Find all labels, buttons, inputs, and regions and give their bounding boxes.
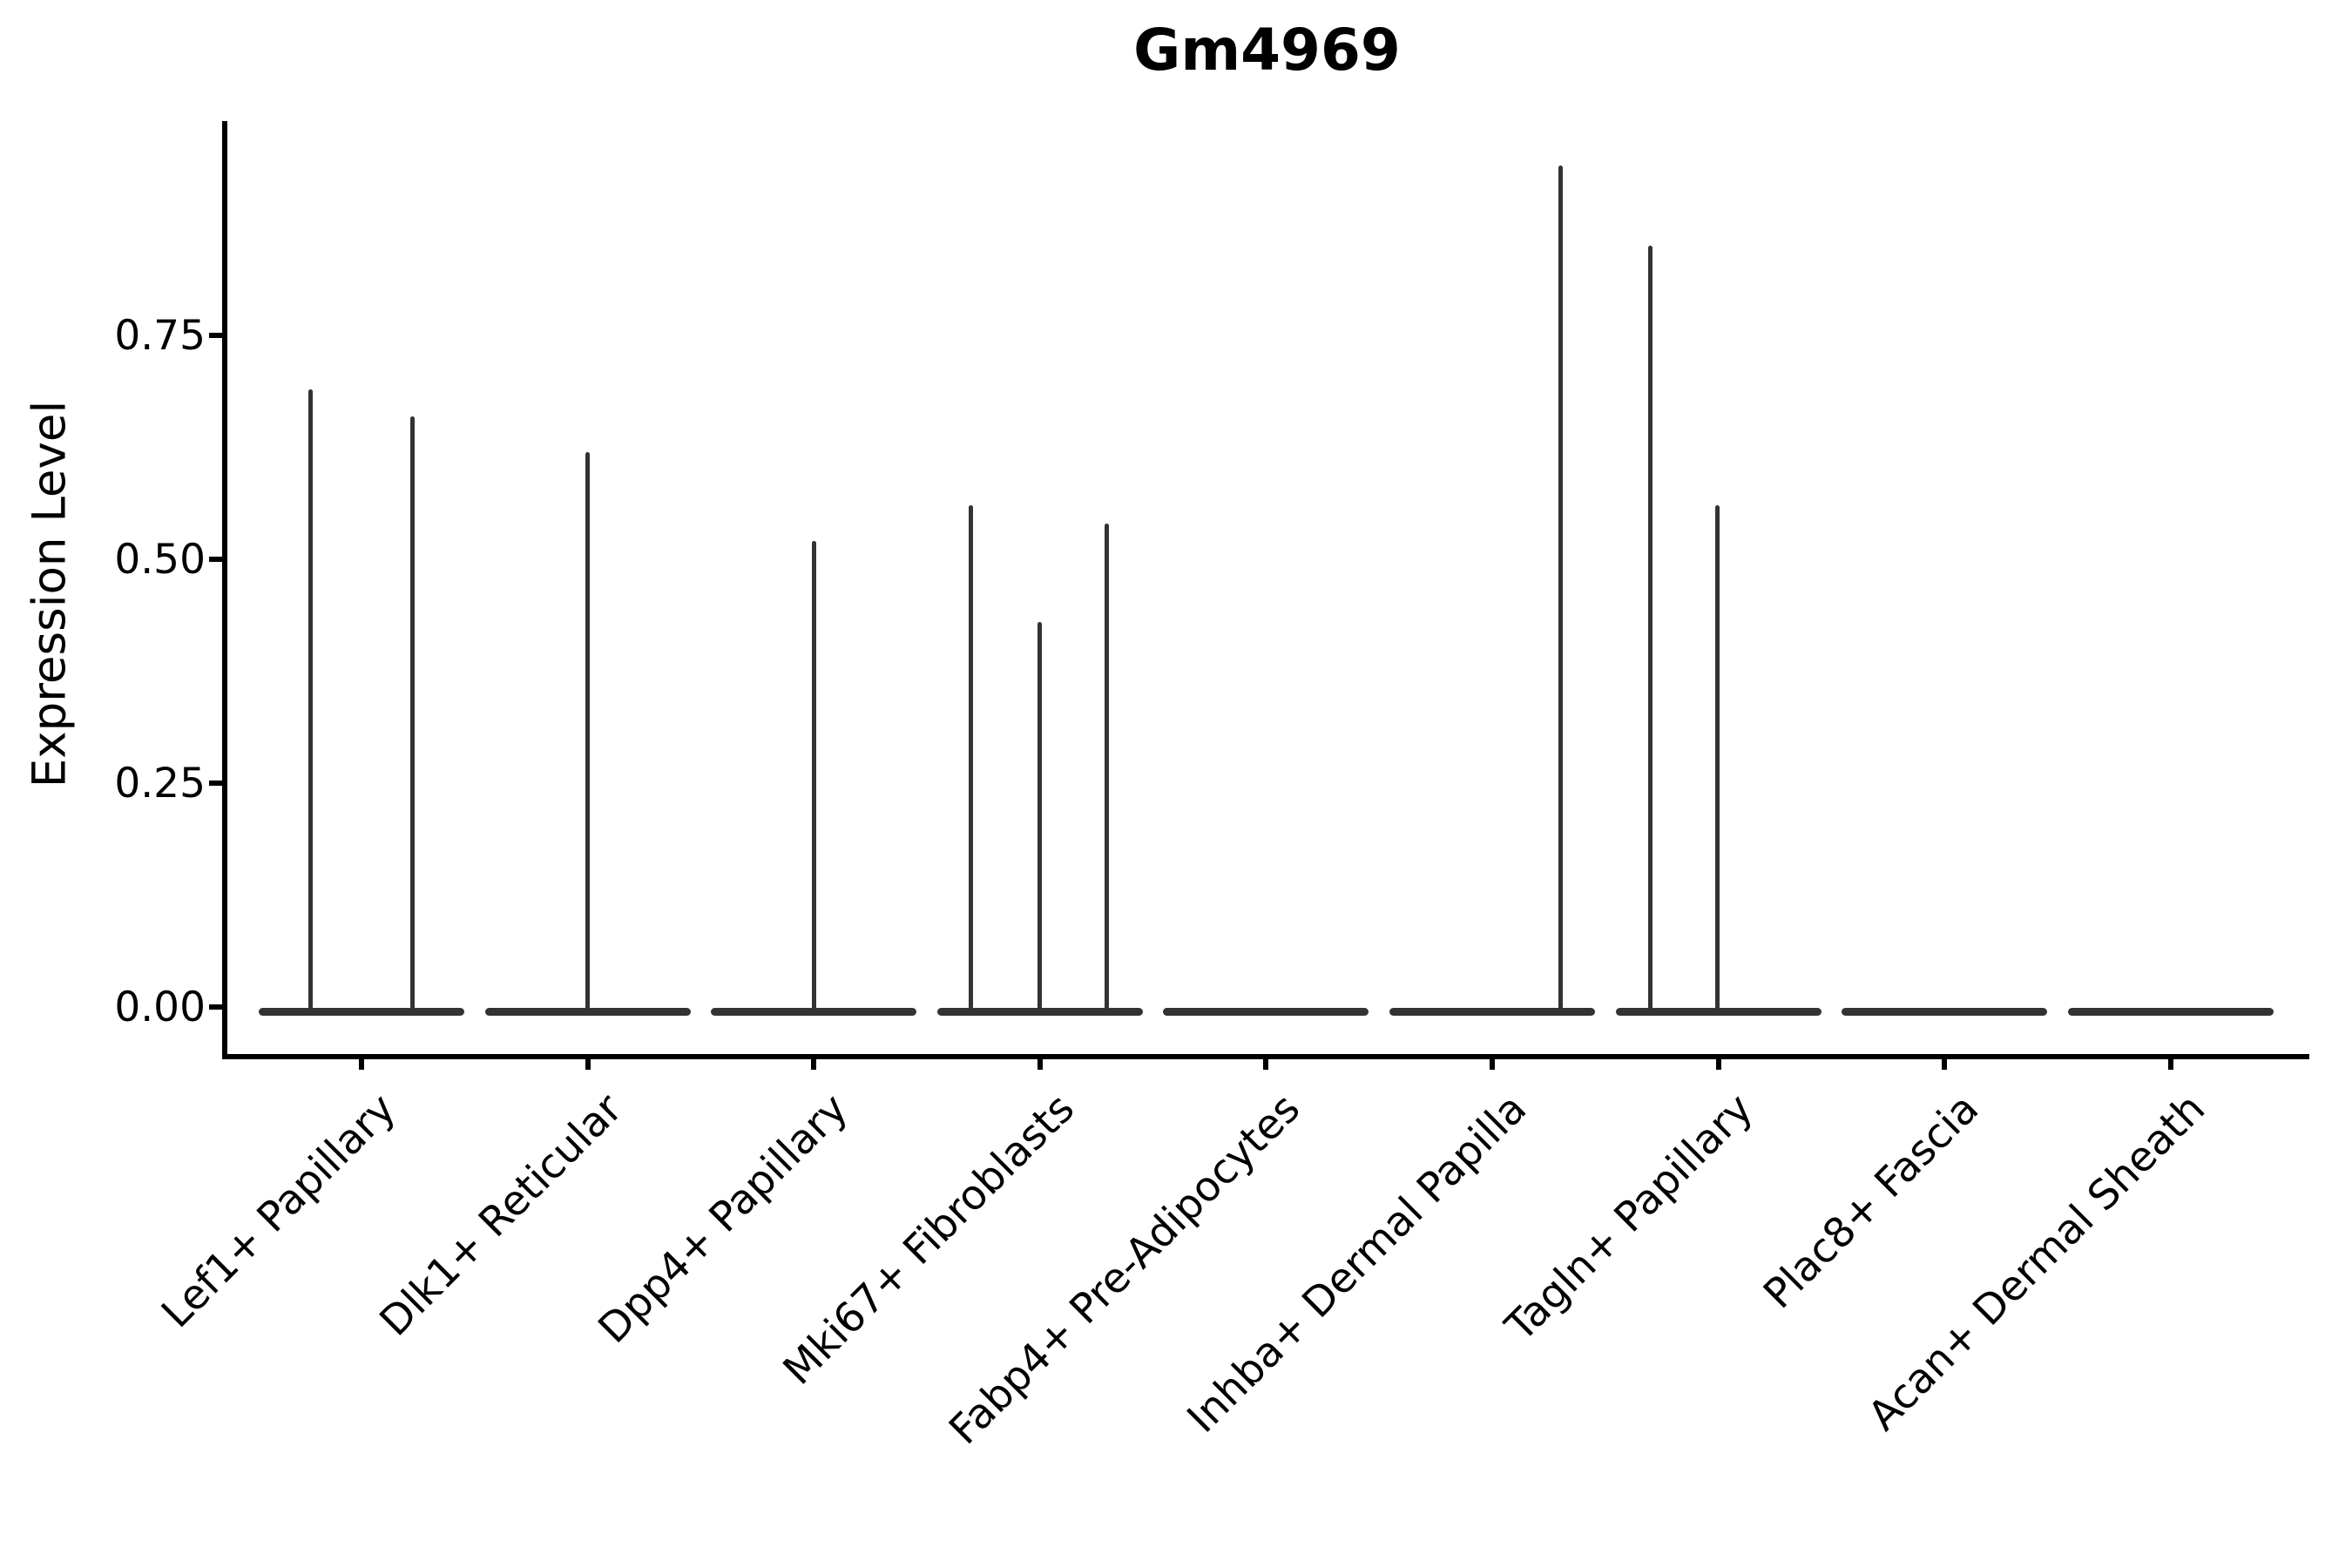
y-tick-mark bbox=[209, 1004, 224, 1010]
y-tick-mark bbox=[209, 557, 224, 562]
violin-base bbox=[711, 1008, 917, 1016]
x-tick-label: Dpp4+ Papillary bbox=[589, 1085, 858, 1353]
x-tick-mark bbox=[585, 1056, 591, 1070]
x-tick-mark bbox=[2167, 1056, 2173, 1070]
y-axis-label: Expression Level bbox=[23, 400, 77, 788]
y-tick-label: 0.50 bbox=[114, 536, 206, 584]
x-tick-label: Plac8+ Fascia bbox=[1754, 1085, 1989, 1319]
x-tick-mark bbox=[1715, 1056, 1721, 1070]
x-tick-mark bbox=[1942, 1056, 1948, 1070]
violin-spike bbox=[1105, 523, 1110, 1011]
x-tick-mark bbox=[811, 1056, 817, 1070]
y-tick-label: 0.75 bbox=[114, 312, 206, 360]
violin-base bbox=[1163, 1008, 1369, 1016]
y-tick-mark bbox=[209, 333, 224, 338]
x-tick-mark bbox=[1490, 1056, 1495, 1070]
y-tick-label: 0.25 bbox=[114, 760, 206, 808]
violin-spike bbox=[969, 505, 974, 1011]
violin-base bbox=[1615, 1008, 1821, 1016]
x-tick-mark bbox=[1263, 1056, 1269, 1070]
x-tick-label: Tagln+ Papillary bbox=[1496, 1085, 1762, 1351]
x-tick-mark bbox=[359, 1056, 364, 1070]
violin-base bbox=[2067, 1008, 2274, 1016]
violin-base bbox=[936, 1008, 1143, 1016]
violin-spike bbox=[1648, 246, 1653, 1011]
y-tick-label: 0.00 bbox=[114, 983, 206, 1031]
violin-spike bbox=[409, 416, 415, 1011]
y-axis-spine bbox=[222, 121, 227, 1059]
violin-spike bbox=[1715, 505, 1720, 1011]
violin-base bbox=[484, 1008, 691, 1016]
x-tick-label: Dlk1+ Reticular bbox=[370, 1085, 632, 1346]
x-tick-mark bbox=[1037, 1056, 1043, 1070]
x-tick-label: Lef1+ Papillary bbox=[152, 1085, 406, 1338]
chart-title: Gm4969 bbox=[1133, 17, 1401, 84]
violin-spike bbox=[811, 541, 816, 1011]
violin-base bbox=[1389, 1008, 1595, 1016]
violin-base bbox=[259, 1008, 464, 1016]
y-tick-mark bbox=[209, 781, 224, 786]
violin-spike bbox=[1037, 621, 1043, 1011]
violin-spike bbox=[308, 389, 313, 1011]
violin-base bbox=[1842, 1008, 2048, 1016]
violin-spike bbox=[1558, 165, 1563, 1011]
violin-spike bbox=[585, 451, 591, 1011]
